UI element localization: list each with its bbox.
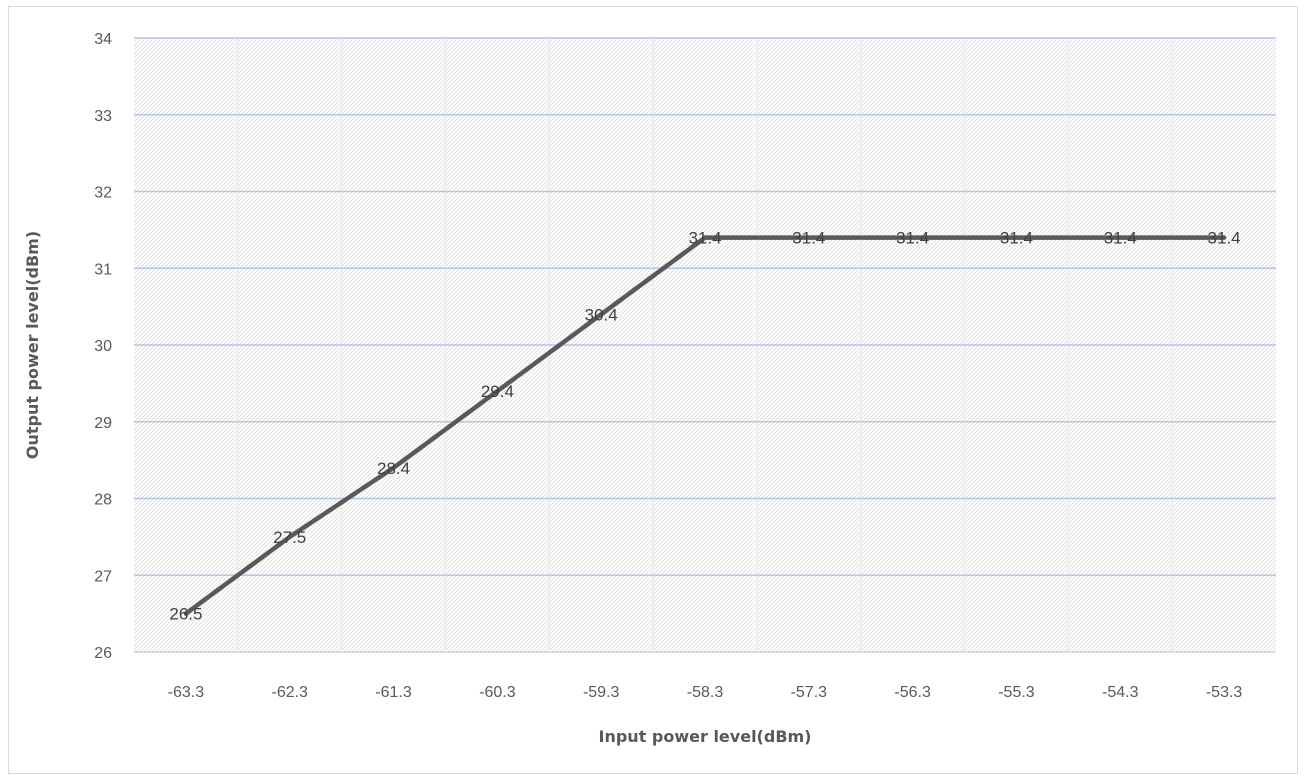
x-axis-ticks: -63.3 -62.3 -61.3 -60.3 -59.3 -58.3 -57.3 -56.3… (168, 684, 1243, 701)
data-label: 29.4 (481, 382, 514, 401)
x-tick-label: -53.3 (1206, 684, 1243, 701)
data-label: 30.4 (585, 305, 618, 324)
data-label: 31.4 (1208, 229, 1241, 248)
data-label: 27.5 (273, 528, 306, 547)
y-tick-label: 32 (94, 185, 112, 202)
series-group (183, 235, 1227, 616)
x-axis-title: Input power level(dBm) (599, 727, 812, 746)
x-tick-label: -57.3 (791, 684, 828, 701)
x-tick-label: -55.3 (998, 684, 1035, 701)
data-label: 31.4 (688, 229, 721, 248)
data-label: 28.4 (377, 459, 410, 478)
x-tick-label: -58.3 (687, 684, 724, 701)
y-axis-ticks: 26 27 28 29 30 31 32 33 34 (94, 31, 112, 662)
x-tick-label: -59.3 (583, 684, 620, 701)
y-tick-label: 31 (94, 261, 112, 278)
data-labels: 26.5 27.5 28.4 29.4 30.4 31.4 31.4 31.4 31.4 31.4… (169, 229, 1240, 624)
y-tick-label: 29 (94, 415, 112, 432)
data-label: 26.5 (169, 605, 202, 624)
y-tick-label: 26 (94, 645, 112, 662)
data-label: 31.4 (1104, 229, 1137, 248)
y-tick-label: 30 (94, 338, 112, 355)
x-tick-label: -62.3 (271, 684, 308, 701)
y-tick-label: 34 (94, 31, 112, 48)
x-tick-label: -56.3 (894, 684, 931, 701)
y-tick-label: 33 (94, 108, 112, 125)
x-tick-label: -63.3 (168, 684, 205, 701)
x-tick-label: -54.3 (1102, 684, 1139, 701)
x-tick-label: -60.3 (479, 684, 516, 701)
data-label: 31.4 (1000, 229, 1033, 248)
data-label: 31.4 (896, 229, 929, 248)
horizontal-gridlines (134, 37, 1276, 576)
data-label: 31.4 (792, 229, 825, 248)
y-tick-label: 27 (94, 568, 112, 585)
y-tick-label: 28 (94, 492, 112, 509)
x-tick-label: -61.3 (375, 684, 412, 701)
y-axis-title: Output power level(dBm) (23, 231, 42, 459)
series-line (183, 235, 1227, 616)
